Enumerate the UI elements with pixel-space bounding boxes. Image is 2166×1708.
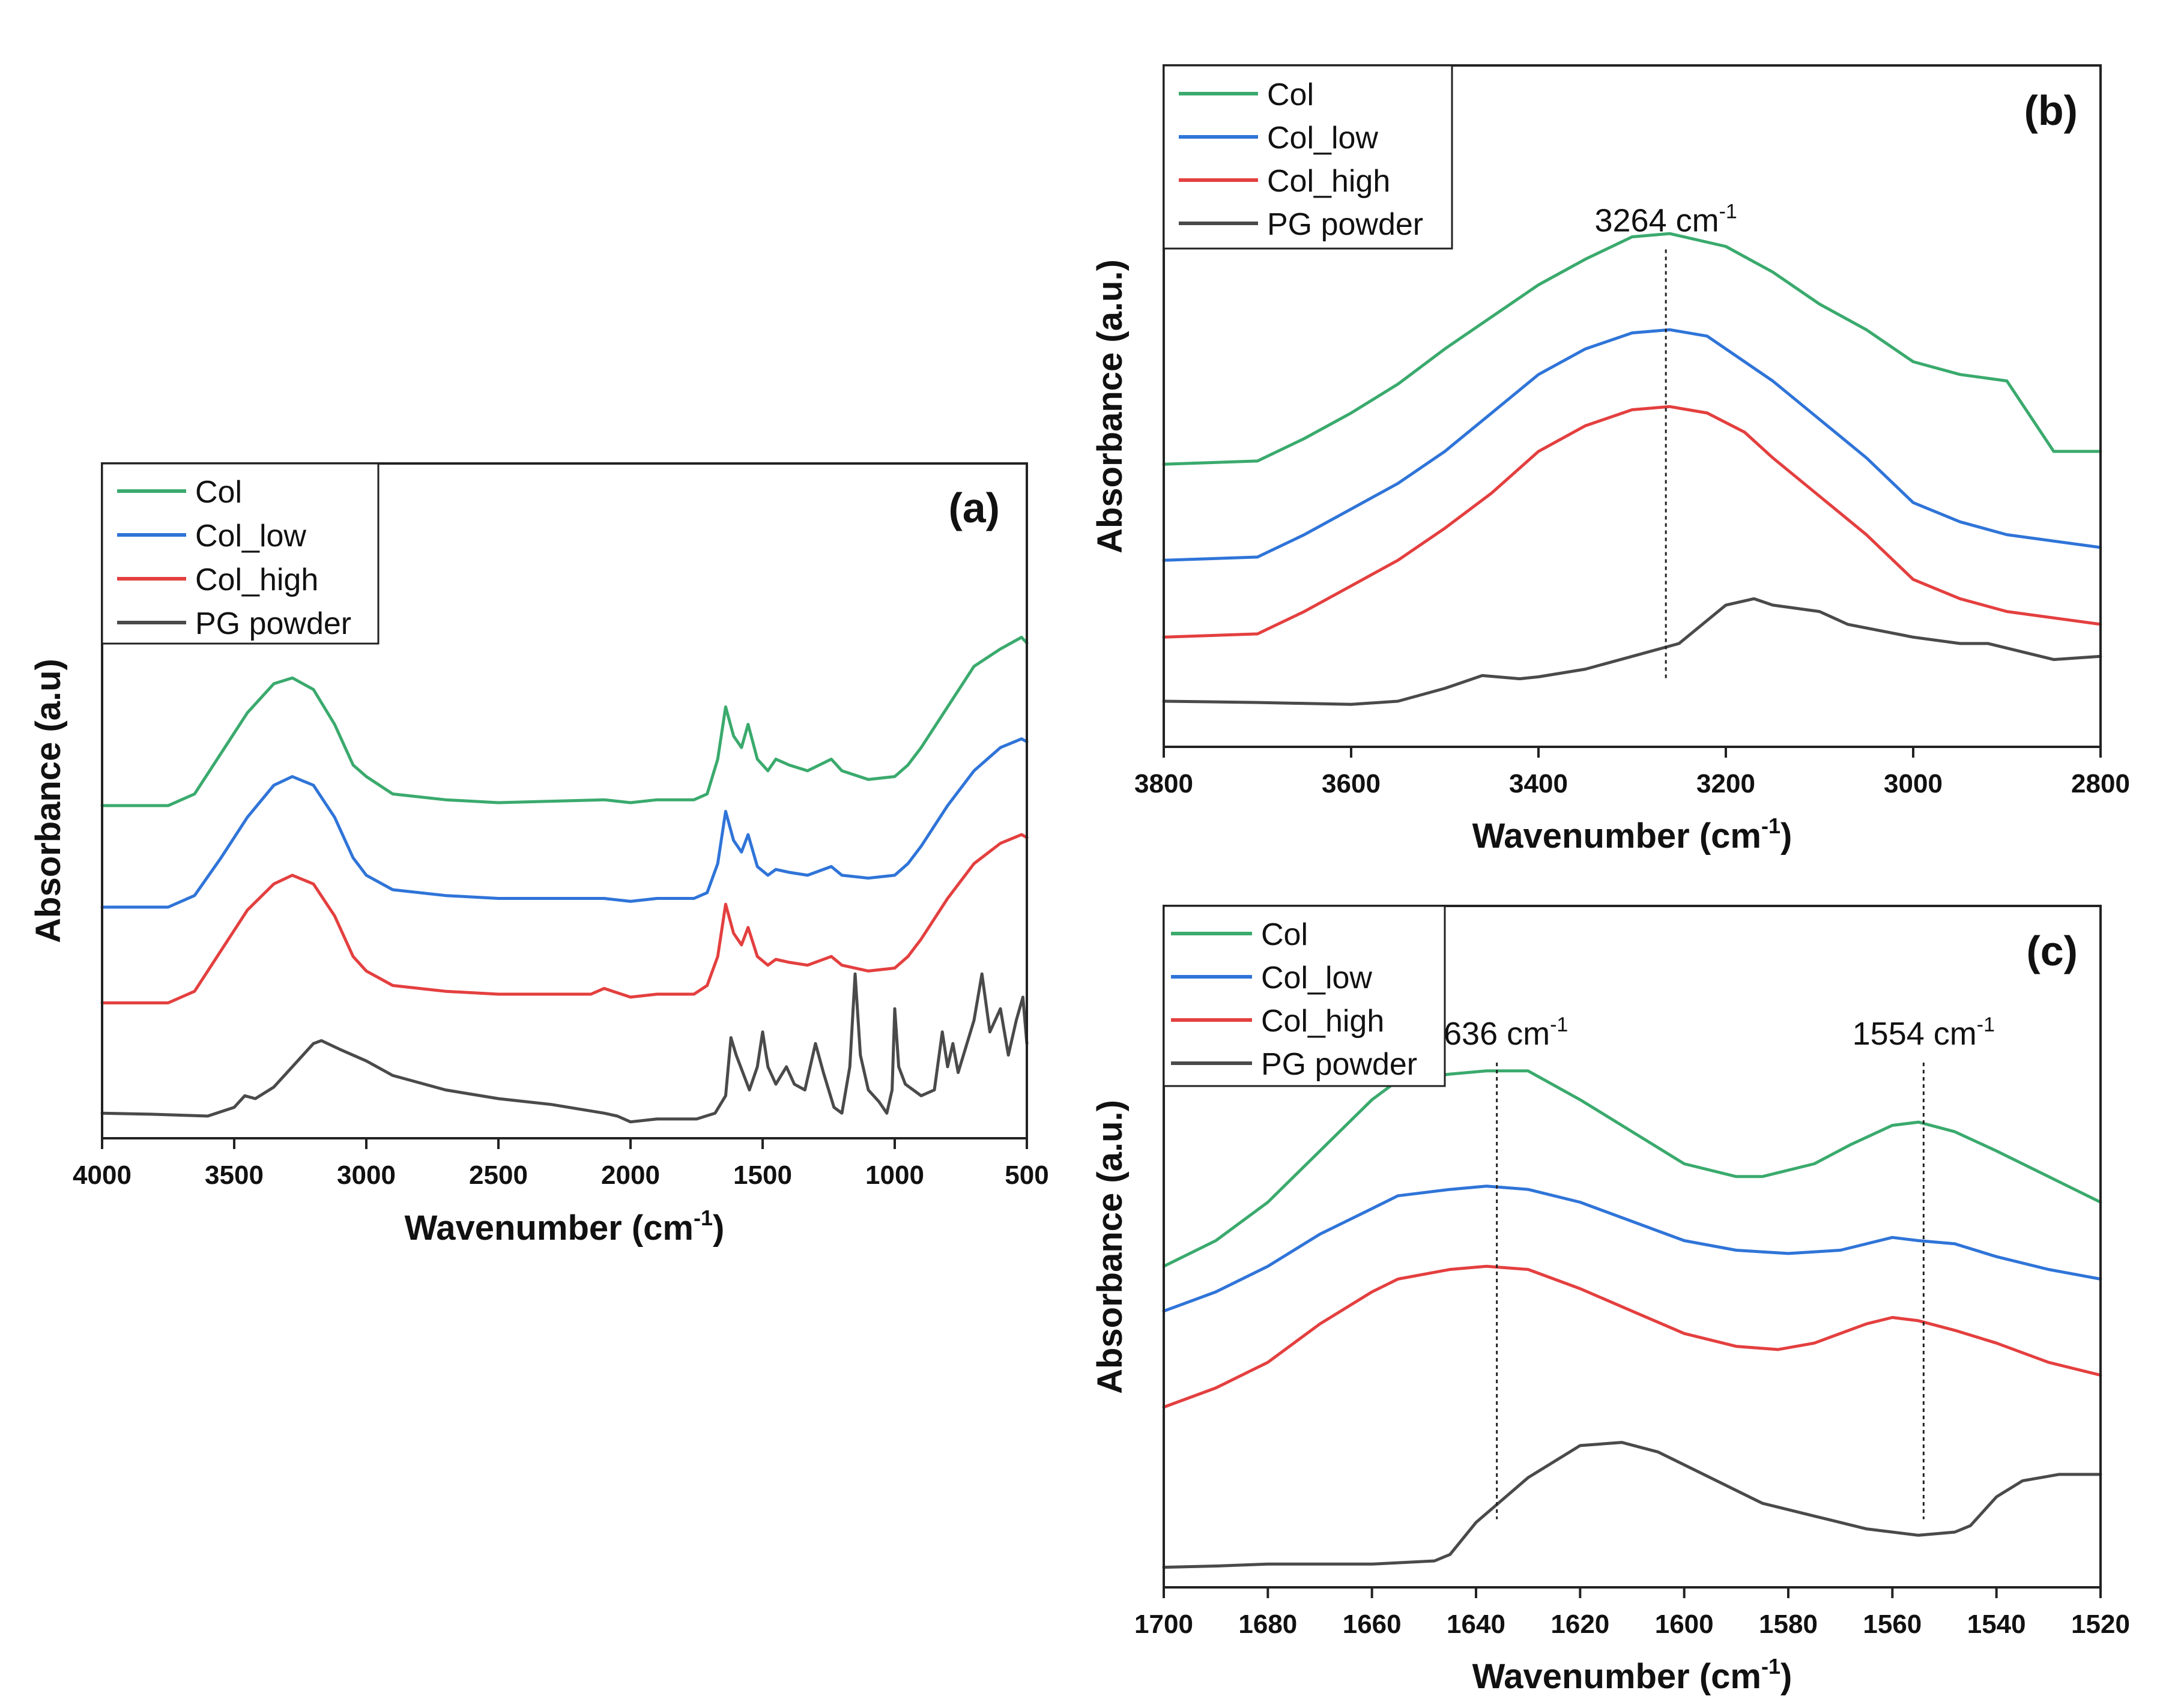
legend-c: Col Col_low Col_high PG powder	[1163, 905, 1446, 1087]
x-axis-label-a-sup: -1	[694, 1206, 713, 1230]
chart-panel-b: 3264 cm-1 3800 3600 3400 3200 3000 2800 (b) W…	[1091, 64, 2130, 856]
x-tick-label-b-3600: 3600	[1322, 769, 1381, 798]
x-tick-label-c-1540: 1540	[1967, 1610, 2026, 1639]
legend-label-c-col: Col	[1261, 917, 1308, 952]
series-line-c-col-low	[1162, 1184, 2102, 1313]
x-ticks-a: 4000 3500 3000 2500 2000 1500 1000 500	[73, 1138, 1049, 1190]
annotation-label-b-3264: 3264 cm-1	[1594, 200, 1737, 238]
x-tick-label-c-1600: 1600	[1655, 1610, 1714, 1639]
plot-frame-c	[1163, 905, 2102, 1589]
legend-label-b-pg-powder: PG powder	[1267, 207, 1423, 242]
panel-label-b: (b)	[2024, 87, 2078, 134]
x-tick-label-a-1000: 1000	[865, 1160, 924, 1190]
x-tick-label-c-1660: 1660	[1343, 1610, 1402, 1639]
x-tick-label-a-500: 500	[1005, 1160, 1048, 1190]
legend-label-a-col-high: Col_high	[195, 563, 318, 597]
legend-label-a-col: Col	[195, 475, 242, 510]
y-axis-label-c: Absorbance (a.u.)	[1091, 1100, 1130, 1394]
x-tick-label-b-2800: 2800	[2071, 769, 2130, 798]
series-line-b-col	[1162, 232, 2102, 466]
legend-label-b-col: Col	[1267, 77, 1314, 112]
x-ticks-c: 1700 1680 1660 1640 1620 1600 1580 1560 1540 1520	[1134, 1587, 2130, 1639]
legend-label-a-pg-powder: PG powder	[195, 606, 351, 641]
x-axis-label-b-main: Wavenumber (cm	[1472, 816, 1761, 856]
legend-label-b-col-high: Col_high	[1267, 164, 1390, 199]
series-line-b-pg-powder	[1162, 597, 2102, 706]
legend-entries-a: Col Col_low Col_high PG powder	[117, 475, 351, 641]
chart-panel-c: 1636 cm-1 1554 cm-1 1700 1680 1660 1640 1620 1…	[1091, 905, 2130, 1696]
panel-label-c: (c)	[2026, 928, 2078, 974]
series-layer-b	[1162, 232, 2102, 706]
x-tick-label-b-3000: 3000	[1884, 769, 1943, 798]
x-tick-label-b-3200: 3200	[1696, 769, 1755, 798]
x-axis-label-c-main: Wavenumber (cm	[1472, 1657, 1761, 1696]
x-tick-label-c-1620: 1620	[1550, 1610, 1609, 1639]
legend-label-c-col-high: Col_high	[1261, 1004, 1384, 1039]
x-tick-label-b-3400: 3400	[1509, 769, 1568, 798]
legend-label-b-col-low: Col_low	[1267, 121, 1378, 155]
x-tick-label-a-3500: 3500	[205, 1160, 264, 1190]
x-axis-label-b-end: )	[1780, 816, 1792, 856]
legend-a: Col Col_low Col_high PG powder	[101, 462, 380, 645]
x-tick-label-b-3800: 3800	[1134, 769, 1193, 798]
series-line-a-col-low	[100, 737, 1029, 909]
series-line-a-pg-powder	[100, 972, 1029, 1124]
legend-label-a-col-low: Col_low	[195, 519, 306, 554]
x-ticks-b: 3800 3600 3400 3200 3000 2800	[1134, 747, 2130, 798]
x-tick-label-c-1700: 1700	[1134, 1610, 1193, 1639]
x-tick-label-c-1520: 1520	[2071, 1610, 2130, 1639]
x-tick-label-a-4000: 4000	[73, 1160, 132, 1190]
x-tick-label-a-2000: 2000	[601, 1160, 660, 1190]
x-axis-label-c-end: )	[1780, 1657, 1792, 1696]
x-tick-label-c-1560: 1560	[1863, 1610, 1922, 1639]
series-line-a-col-high	[100, 833, 1029, 1004]
y-axis-label-a: Absorbance (a.u)	[29, 659, 68, 943]
x-axis-label-a: Wavenumber (cm-1)	[405, 1206, 725, 1248]
x-axis-label-b: Wavenumber (cm-1)	[1472, 813, 1792, 856]
legend-box-c	[1163, 905, 1446, 1087]
series-line-b-col-high	[1162, 405, 2102, 639]
plot-frame-a	[101, 462, 1028, 1139]
x-tick-label-c-1640: 1640	[1447, 1610, 1505, 1639]
x-tick-label-a-3000: 3000	[337, 1160, 396, 1190]
legend-entries-c: Col Col_low Col_high PG powder	[1171, 917, 1417, 1082]
series-line-c-col-high	[1162, 1264, 2102, 1409]
series-layer-a	[100, 636, 1029, 1124]
x-axis-label-a-end: )	[713, 1209, 724, 1248]
series-line-a-col	[100, 636, 1029, 807]
series-line-c-col	[1162, 1069, 2102, 1268]
chart-panel-a: 4000 3500 3000 2500 2000 1500 1000 500 (a) Wave…	[29, 462, 1049, 1248]
legend-b: Col Col_low Col_high PG powder	[1163, 64, 1453, 250]
legend-box-a	[101, 462, 380, 645]
annotation-label-c-1636: 1636 cm-1	[1426, 1013, 1568, 1052]
plot-frame-b	[1163, 64, 2102, 748]
x-tick-label-a-1500: 1500	[733, 1160, 792, 1190]
x-axis-label-b-sup: -1	[1761, 813, 1780, 838]
x-axis-label-a-main: Wavenumber (cm	[405, 1209, 694, 1248]
legend-label-c-col-low: Col_low	[1261, 961, 1372, 995]
annotation-layer-b: 3264 cm-1	[1594, 200, 1737, 679]
series-line-b-col-low	[1162, 328, 2102, 562]
x-tick-label-c-1680: 1680	[1238, 1610, 1297, 1639]
legend-label-c-pg-powder: PG powder	[1261, 1047, 1417, 1082]
legend-entries-b: Col Col_low Col_high PG powder	[1179, 77, 1423, 242]
annotation-layer-c: 1636 cm-1 1554 cm-1	[1426, 1013, 1995, 1519]
x-axis-label-c: Wavenumber (cm-1)	[1472, 1654, 1792, 1696]
x-tick-label-c-1580: 1580	[1759, 1610, 1818, 1639]
series-layer-c	[1162, 1069, 2102, 1569]
legend-box-b	[1163, 64, 1453, 250]
x-tick-label-a-2500: 2500	[469, 1160, 528, 1190]
x-axis-label-c-sup: -1	[1761, 1654, 1780, 1679]
annotation-label-c-1554: 1554 cm-1	[1853, 1013, 1995, 1052]
y-axis-label-b: Absorbance (a.u.)	[1091, 259, 1130, 554]
panel-label-a: (a)	[948, 484, 1000, 531]
series-line-c-pg-powder	[1162, 1441, 2102, 1569]
